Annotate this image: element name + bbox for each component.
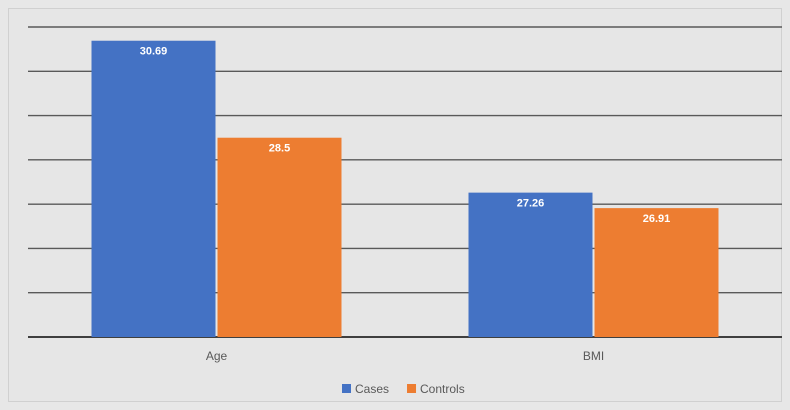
bar-controls-age (217, 137, 342, 337)
bar-cases-bmi (468, 192, 593, 337)
data-label: 27.26 (517, 198, 545, 210)
data-label: 30.69 (140, 46, 168, 58)
legend-label: Cases (355, 382, 389, 396)
data-labels: 30.69 28.5 27.26 26.91 (140, 46, 671, 225)
x-tick-label: BMI (583, 349, 604, 363)
legend: Cases Controls (342, 382, 465, 396)
data-label: 28.5 (269, 143, 290, 155)
legend-swatch-controls (407, 384, 417, 393)
bar-series (91, 40, 719, 337)
x-axis-tick-labels: Age BMI (206, 349, 604, 363)
data-label: 26.91 (643, 213, 671, 225)
legend-swatch-cases (342, 384, 351, 393)
legend-label: Controls (420, 382, 465, 396)
bar-cases-age (91, 40, 216, 337)
x-tick-label: Age (206, 349, 228, 363)
bar-controls-bmi (594, 208, 719, 337)
